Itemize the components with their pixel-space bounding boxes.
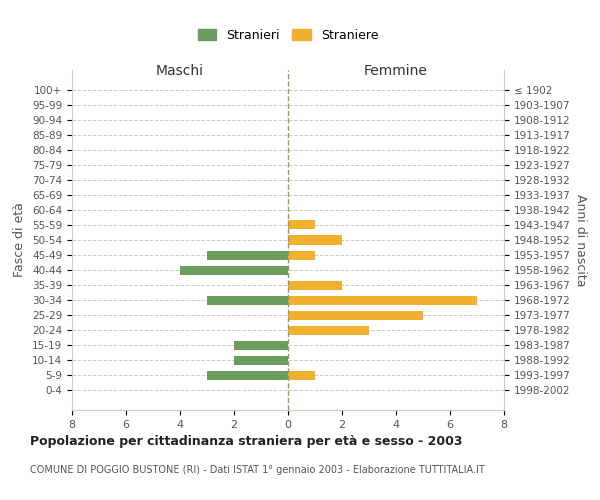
Text: Femmine: Femmine xyxy=(364,64,428,78)
Bar xyxy=(207,370,288,380)
Bar xyxy=(288,370,315,380)
Bar xyxy=(288,326,369,334)
Bar xyxy=(207,296,288,304)
Bar xyxy=(288,280,342,289)
Bar xyxy=(207,250,288,260)
Bar xyxy=(288,220,315,230)
Y-axis label: Fasce di età: Fasce di età xyxy=(13,202,26,278)
Bar xyxy=(234,340,288,349)
Bar xyxy=(180,266,288,274)
Bar xyxy=(234,356,288,364)
Text: COMUNE DI POGGIO BUSTONE (RI) - Dati ISTAT 1° gennaio 2003 - Elaborazione TUTTIT: COMUNE DI POGGIO BUSTONE (RI) - Dati IST… xyxy=(30,465,485,475)
Bar xyxy=(288,310,423,320)
Bar xyxy=(288,236,342,244)
Text: Maschi: Maschi xyxy=(156,64,204,78)
Bar xyxy=(288,250,315,260)
Legend: Stranieri, Straniere: Stranieri, Straniere xyxy=(197,28,379,42)
Text: Popolazione per cittadinanza straniera per età e sesso - 2003: Popolazione per cittadinanza straniera p… xyxy=(30,435,463,448)
Bar xyxy=(288,296,477,304)
Y-axis label: Anni di nascita: Anni di nascita xyxy=(574,194,587,286)
